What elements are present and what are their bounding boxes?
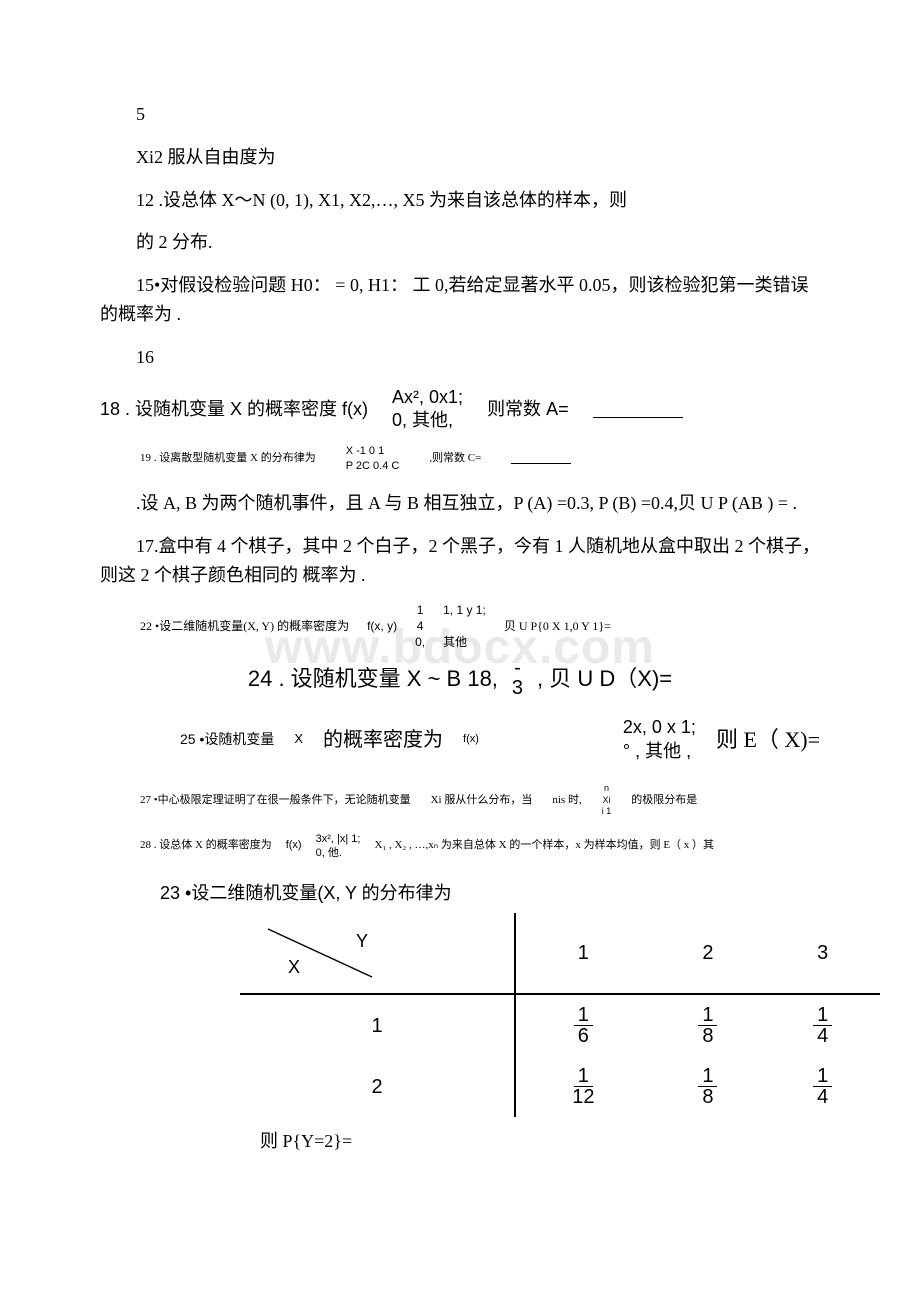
q27-ns: nis 时, [552,792,581,810]
text-line: 12 .设总体 X～N (0, 1), X1, X2,…, X5 为来自该总体的… [100,186,820,215]
q25-cases: 2x, 0 x 1; ° , 其他 , [623,716,696,763]
question-22: 22 •设二维随机变量(X, Y) 的概率密度为 f(x, y) 1 4 0, … [140,603,820,650]
q22-right: 贝 U P{0 X 1,0 Y 1}= [504,617,611,636]
frac-num: 1 [574,1005,593,1026]
dist-row: X -1 0 1 [346,444,400,458]
frac-num: 1 [698,1066,717,1087]
text-line: 的 2 分布. [100,228,820,257]
q22-left: 22 •设二维随机变量(X, Y) 的概率密度为 [140,617,349,636]
frac-den: 4 [813,1087,832,1107]
frac-den: 3 [508,678,527,698]
frac-den: 8 [698,1026,717,1046]
table-cell: 18 [651,994,766,1056]
case-line: 其他 [443,635,486,651]
q28-left: 28 . 设总体 X 的概率密度为 [140,837,272,855]
q24-text-a: 24 . 设随机变量 X ~ B 18, [248,661,498,696]
table-row: 1 16 18 14 [240,994,880,1056]
sum-bot: i 1 [602,806,612,818]
q24-frac: - 3 [508,658,527,698]
xy-header-cell: Y X [240,913,515,994]
question-17: 17.盒中有 4 个棋子，其中 2 个白子，2 个黑子，今有 1 人随机地从盒中… [100,532,820,590]
q19-right: ,则常数 C= [429,450,481,468]
text-line: 16 [100,343,820,372]
q25-right: 则 E（ X)= [716,722,820,757]
question-19: 19 . 设离散型随机变量 X 的分布律为 X -1 0 1 P 2C 0.4 … [140,444,820,473]
question-23-table: Y X 1 2 3 1 16 18 14 2 112 [240,913,880,1117]
case-line: 3x², |x| 1; [316,832,361,846]
col-header: 3 [765,913,880,994]
frac-num: 1 [813,1066,832,1087]
case-line: Ax², 0x1; [392,386,463,409]
q24-text-b: , 贝 U D（X)= [537,661,672,696]
q22-cases-a: 1 4 0, [415,603,425,650]
frac-den: 4 [813,1026,832,1046]
col-header: 1 [515,913,650,994]
case-line: 2x, 0 x 1; [623,716,696,739]
frac-den: 8 [698,1087,717,1107]
question-24: 24 . 设随机变量 X ~ B 18, - 3 , 贝 U D（X)= [100,658,820,698]
page-content: 5 Xi2 服从自由度为 12 .设总体 X～N (0, 1), X1, X2,… [100,100,820,1156]
question-28: 28 . 设总体 X 的概率密度为 f(x) 3x², |x| 1; 0, 他.… [140,832,820,861]
blank [593,400,683,418]
blank [511,453,571,464]
q27-mid: Xi 服从什么分布，当 [431,792,533,810]
table-cell: 14 [765,1056,880,1117]
sum-mid: Xi [602,795,610,807]
case-line: 0, 他. [316,846,361,860]
q27-left: 27 •中心极限定理证明了在很一般条件下，无论随机变量 [140,792,411,810]
q19-table: X -1 0 1 P 2C 0.4 C [346,444,400,473]
q18-cases: Ax², 0x1; 0, 其他, [392,386,463,433]
frac-den: 6 [574,1026,593,1046]
row-header: 2 [240,1056,515,1117]
question-18: 18 . 设随机变量 X 的概率密度 f(x) Ax², 0x1; 0, 其他,… [100,386,820,433]
q28-cases: 3x², |x| 1; 0, 他. [316,832,361,861]
y-label: Y [356,927,368,956]
col-header: 2 [651,913,766,994]
frac-num: 1 [574,1066,593,1087]
q25-fx: f(x) [463,731,479,749]
question-25: 25 •设随机变量 X 的概率密度为 f(x) 2x, 0 x 1; ° , 其… [180,716,820,763]
sum-top: n [604,783,609,795]
question-ab: .设 A, B 为两个随机事件，且 A 与 B 相互独立，P (A) =0.3,… [100,489,820,518]
table-cell: 112 [515,1056,650,1117]
table-row: 2 112 18 14 [240,1056,880,1117]
frac-num: - [510,658,525,678]
case-line: 0, 其他, [392,409,463,432]
q25-mid: 的概率密度为 [323,724,443,756]
case-line: 0, [415,635,425,651]
q27-right: 的极限分布是 [631,792,697,810]
q18-left: 18 . 设随机变量 X 的概率密度 f(x) [100,395,368,424]
text-line: 5 [100,100,820,129]
text-line: Xi2 服从自由度为 [100,143,820,172]
case-line: ° , 其他 , [623,740,696,763]
table-header-row: Y X 1 2 3 [240,913,880,994]
case-line: 4 [417,619,424,635]
q22-fx: f(x, y) [367,617,397,636]
frac-num: 1 [698,1005,717,1026]
q25-num: 25 •设随机变量 [180,728,274,750]
table-cell: 18 [651,1056,766,1117]
case-line [443,619,486,635]
q18-right: 则常数 A= [487,395,569,424]
q25-x: X [294,729,303,750]
table-cell: 14 [765,994,880,1056]
q28-fx: f(x) [286,837,302,855]
question-23-label: 23 •设二维随机变量(X, Y 的分布律为 [160,879,820,908]
table-cell: 16 [515,994,650,1056]
q27-sum: n Xi i 1 [602,783,612,818]
case-line: 1 [417,603,424,619]
row-header: 1 [240,994,515,1056]
dist-row: P 2C 0.4 C [346,459,400,473]
q19-left: 19 . 设离散型随机变量 X 的分布律为 [140,450,316,468]
text-line: 15•对假设检验问题 H0： = 0, H1： 工 0,若给定显著水平 0.05… [100,271,820,329]
question-27: 27 •中心极限定理证明了在很一般条件下，无论随机变量 Xi 服从什么分布，当 … [140,783,820,818]
q22-cases-b: 1, 1 y 1; 其他 [443,603,486,650]
q28-right: X₁ , X₂ , …,xₙ 为来自总体 X 的一个样本，x 为样本均值，则 E… [374,837,714,855]
frac-den: 12 [568,1087,598,1107]
case-line: 1, 1 y 1; [443,603,486,619]
question-23-end: 则 P{Y=2}= [260,1127,820,1156]
frac-num: 1 [813,1005,832,1026]
x-label: X [288,953,300,982]
